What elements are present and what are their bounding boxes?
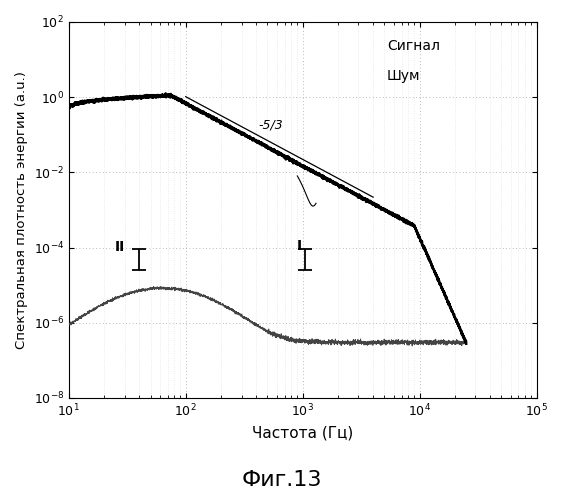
Y-axis label: Спектральная плотность энергии (a.u.): Спектральная плотность энергии (a.u.) bbox=[15, 71, 28, 349]
X-axis label: Частота (Гц): Частота (Гц) bbox=[252, 425, 354, 440]
Text: Шум: Шум bbox=[387, 69, 421, 83]
Text: -5/3: -5/3 bbox=[258, 118, 283, 131]
Text: II: II bbox=[115, 240, 125, 254]
Text: Сигнал: Сигнал bbox=[387, 38, 440, 52]
Text: I: I bbox=[297, 239, 302, 253]
Text: Фиг.13: Фиг.13 bbox=[242, 470, 321, 490]
